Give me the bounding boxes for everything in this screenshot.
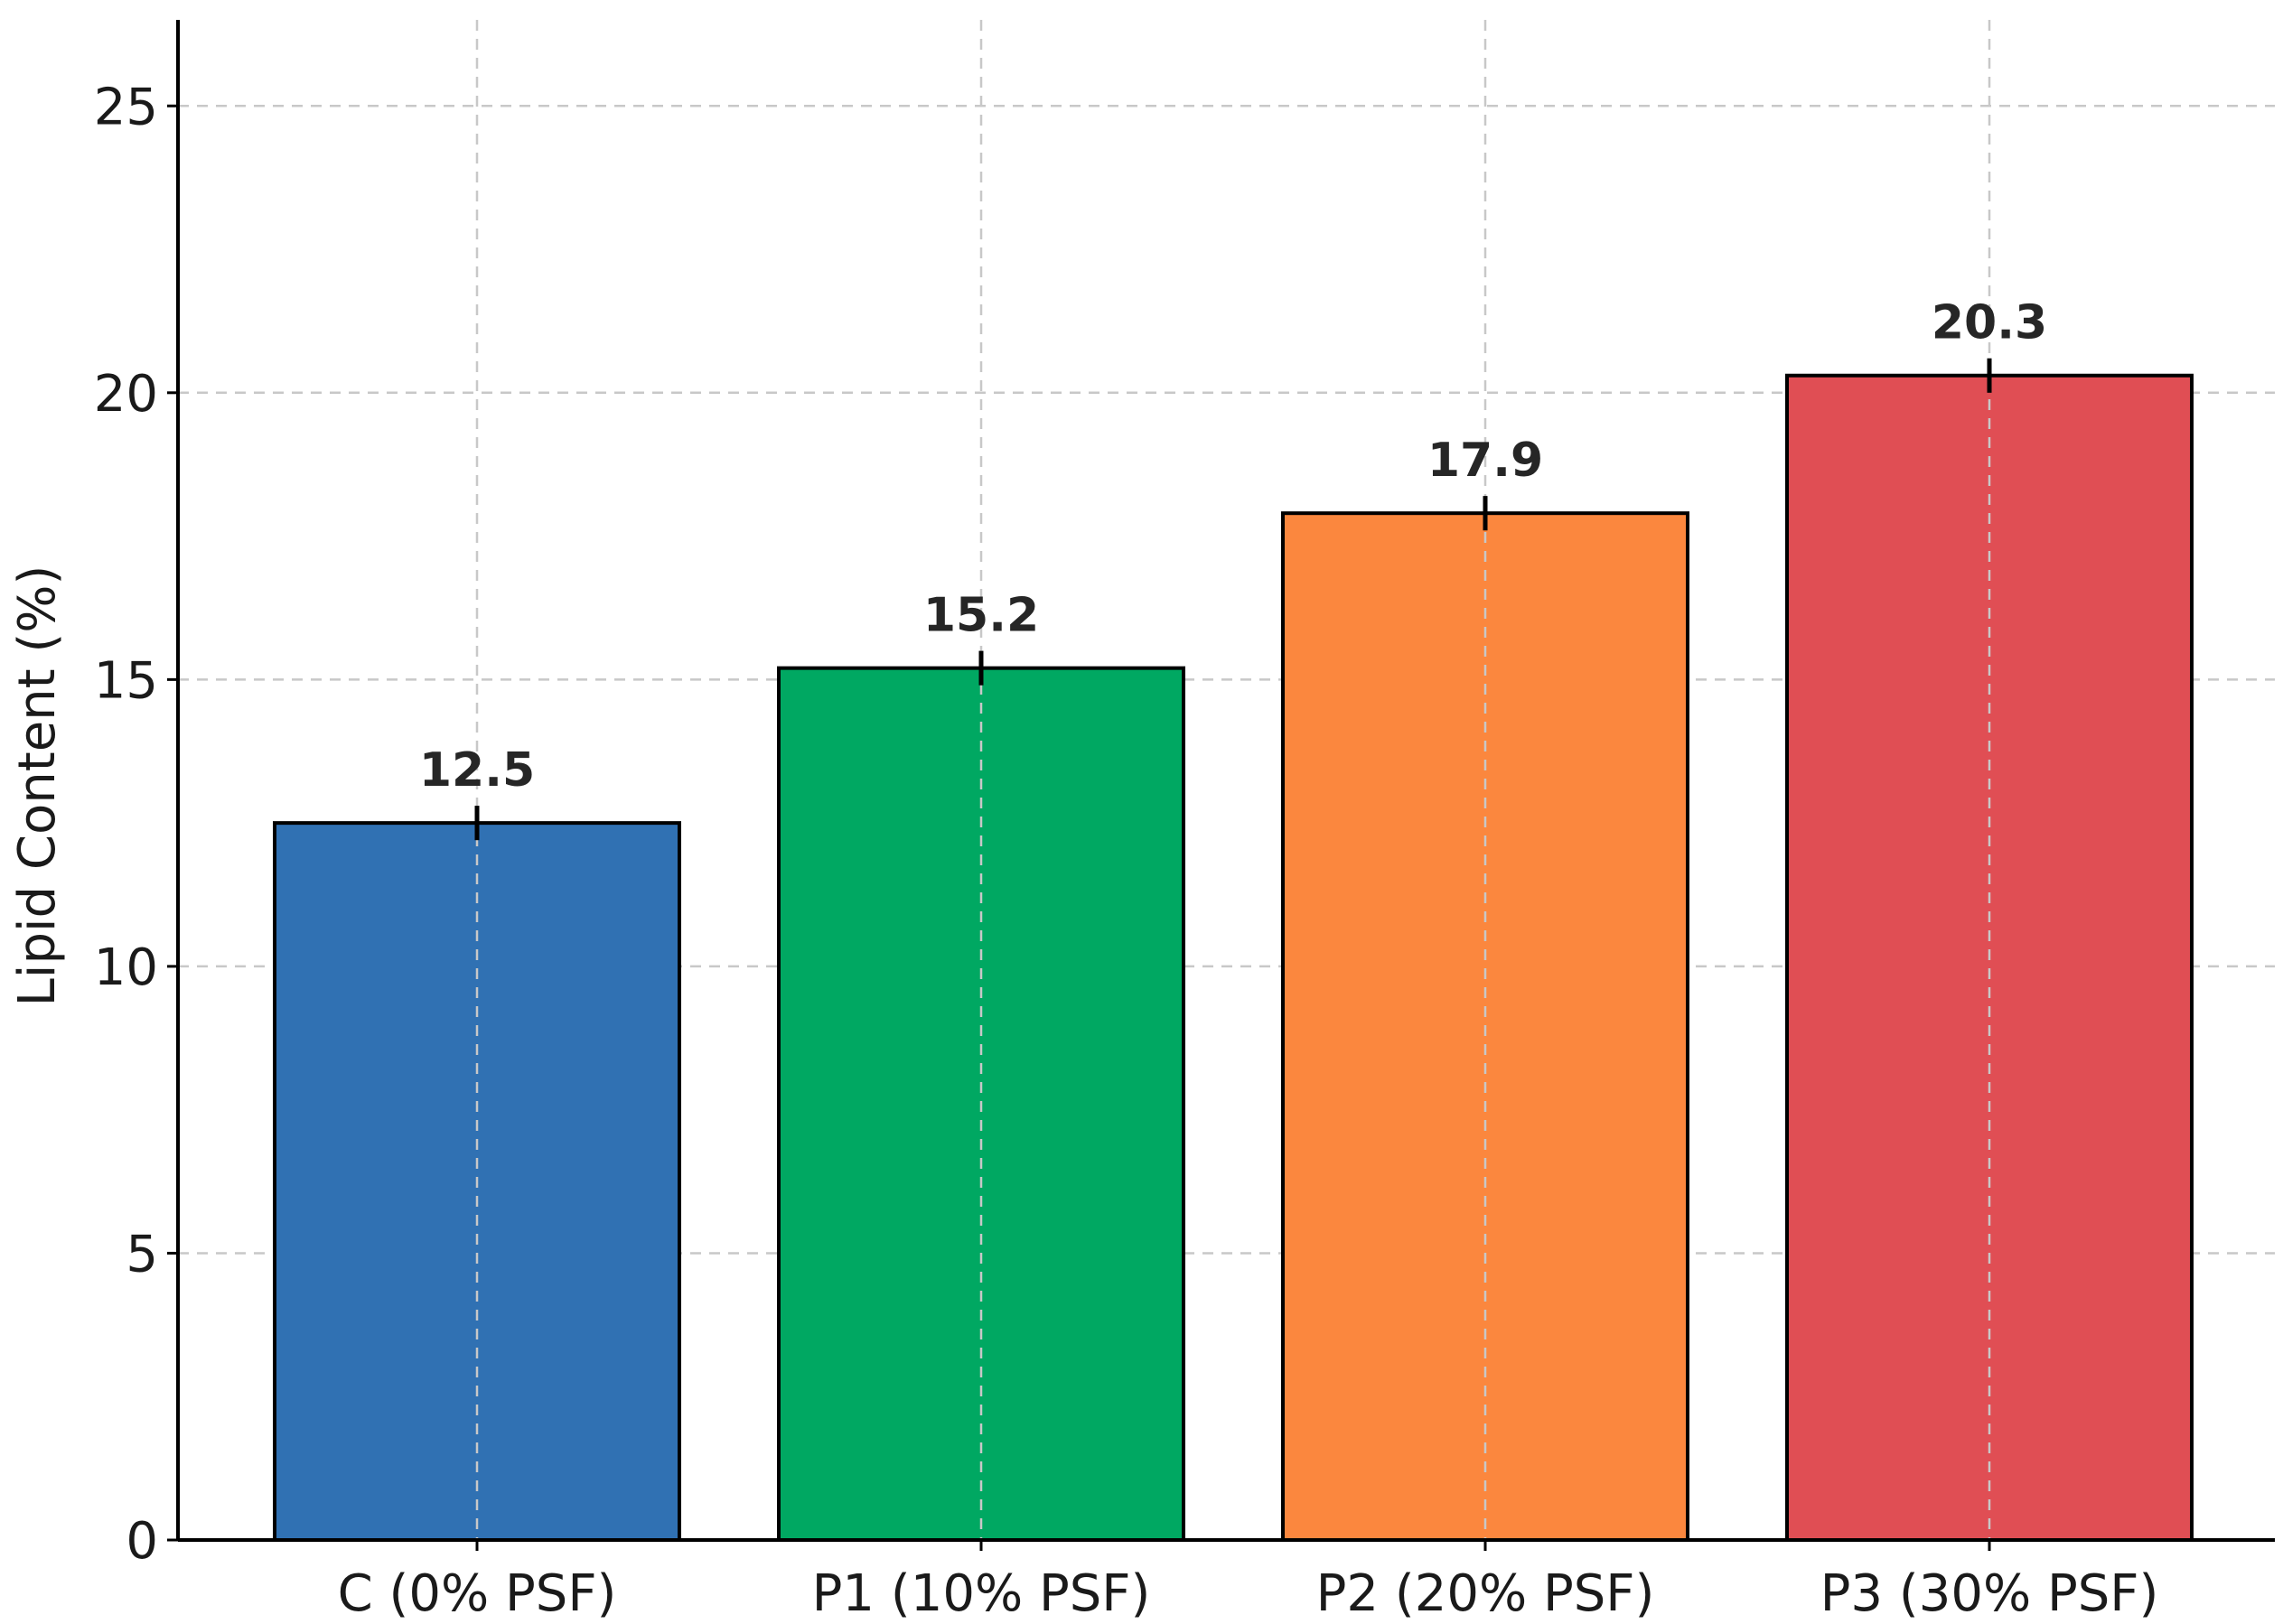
y-tick-label: 15: [94, 651, 158, 710]
bar-value-label: 20.3: [1932, 296, 2047, 350]
y-axis-label: Lipid Content (%): [8, 565, 67, 1007]
bar-layer: [273, 20, 2194, 1542]
bar-value-label: 12.5: [419, 743, 535, 798]
y-tick-label: 5: [126, 1225, 158, 1283]
y-tick-label: 25: [94, 78, 158, 136]
y-tick-label: 20: [94, 365, 158, 424]
bar-value-label: 17.9: [1427, 434, 1543, 488]
label-layer: 12.5 15.2 17.9 20.3: [419, 296, 2047, 798]
tick-layer: 0 5 10 15 20 25 C (0% PSF) P1 (10% PSF) P2 (20% …: [94, 78, 2159, 1623]
x-tick-label: C (0% PSF): [338, 1564, 617, 1620]
y-tick-label: 10: [94, 938, 158, 997]
x-tick-label: P2 (20% PSF): [1316, 1564, 1655, 1620]
axis-layer: [176, 20, 2275, 1542]
x-tick-label: P1 (10% PSF): [812, 1564, 1151, 1620]
bar-value-label: 15.2: [923, 589, 1039, 643]
x-tick-label: P3 (30% PSF): [1820, 1564, 2159, 1620]
y-tick-label: 0: [126, 1512, 158, 1571]
